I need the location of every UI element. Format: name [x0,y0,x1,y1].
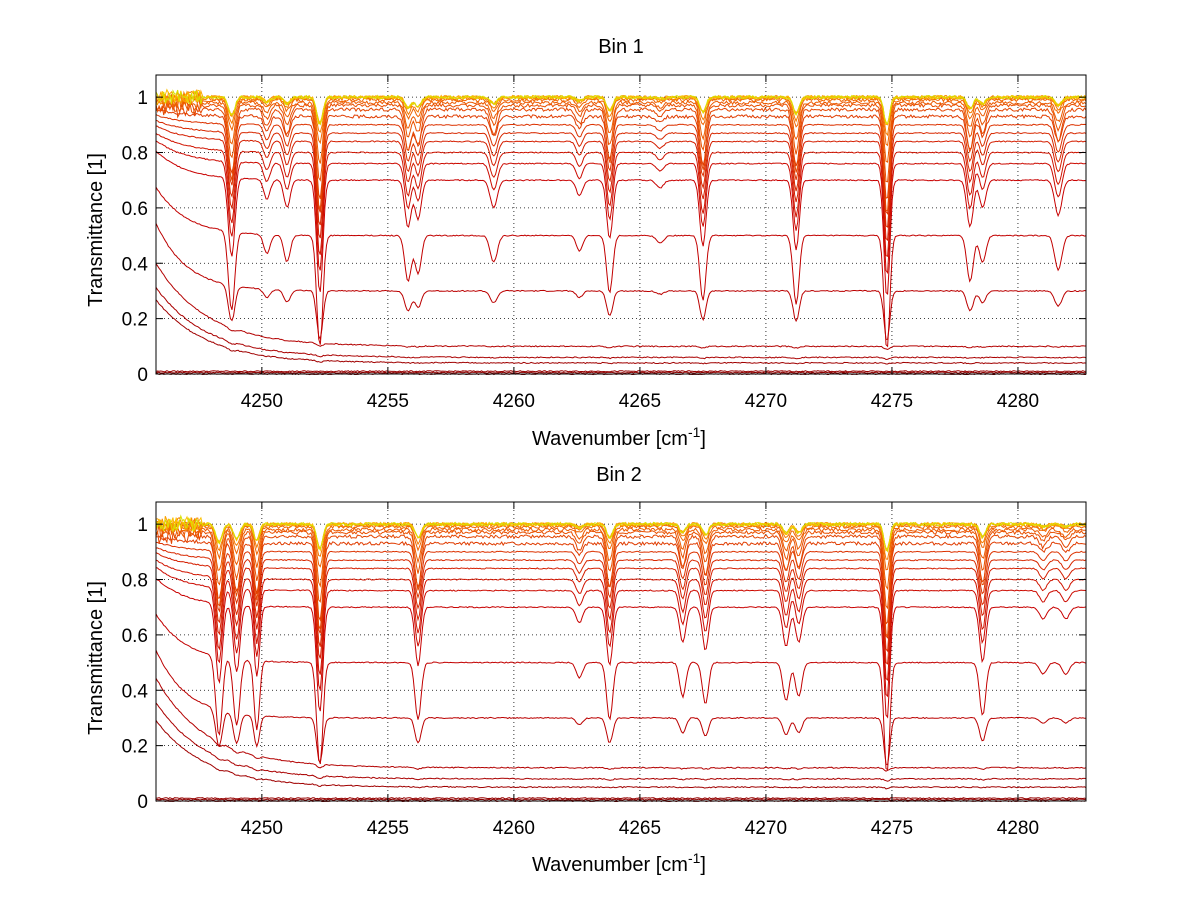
series-group [155,88,1087,376]
series-line [155,371,1087,374]
y-axis-label: Transmittance [1] [85,581,107,735]
x-tick-label: 4250 [241,818,283,839]
series-line [155,541,1087,639]
panel-bin-2: Bin 2 4250 4255 4260 4265 4270 4275 4280 0 0.2 0.… [85,464,1087,876]
y-tick-label: 0 [137,365,148,386]
series-line [155,287,1087,361]
y-tick-label: 0.2 [122,310,148,331]
y-tick-label: 1 [137,88,148,109]
x-axis-label-main: Wavenumber [cm [532,854,688,876]
series-line [155,89,1087,125]
chart-title: Bin 1 [598,36,644,58]
y-tick-label: 0.8 [122,571,148,592]
x-axis-label-sup: -1 [688,850,701,866]
chart-title: Bin 2 [596,464,642,486]
x-axis-label-sup: -1 [688,424,701,440]
x-axis-label-end: ] [700,428,706,450]
series-line [155,150,1087,295]
x-tick-label: 4265 [619,818,661,839]
x-tick-label: 4275 [871,818,913,839]
y-tick-label: 0.2 [122,737,148,758]
series-line [155,119,1087,229]
y-tick-label: 1 [137,515,148,536]
x-tick-label: 4280 [997,391,1039,412]
y-tick-label: 0 [137,792,148,813]
series-line [155,613,1087,771]
x-tick-label: 4280 [997,818,1039,839]
series-line [155,186,1087,348]
series-line [155,578,1087,719]
series-line [155,108,1087,199]
series-line [155,125,1087,242]
series-line [155,101,1087,212]
series-line [155,370,1087,373]
ticks: 4250 4255 4260 4265 4270 4275 4280 0 0.2 0.4 0.6 0.… [122,75,1086,412]
y-axis-label: Transmittance [1] [85,153,107,307]
series-line [155,133,1086,258]
series-line [155,299,1087,365]
y-tick-label: 0.6 [122,626,148,647]
y-tick-label: 0.8 [122,144,148,165]
series-line [155,97,1087,183]
series-line [155,567,1087,698]
x-axis-label-end: ] [700,854,706,876]
x-axis-label: Wavenumber [cm-1] [532,424,706,450]
x-tick-label: 4255 [367,818,409,839]
x-tick-label: 4270 [745,391,787,412]
series-line [155,514,1087,553]
x-tick-label: 4250 [241,391,283,412]
series-group [155,514,1087,803]
series-line [155,702,1087,782]
series-line [155,263,1086,351]
x-tick-label: 4260 [493,818,535,839]
y-tick-label: 0.4 [122,681,149,702]
axes-box [155,501,1087,802]
y-tick-label: 0.4 [122,254,149,275]
series-line [155,559,1087,681]
series-line [155,140,1087,275]
x-tick-label: 4270 [745,818,787,839]
x-tick-label: 4265 [619,391,661,412]
series-line [155,720,1087,790]
series-line [155,535,1087,625]
series-line [156,797,1087,800]
x-tick-label: 4255 [367,391,409,412]
series-line [155,649,1087,766]
panel-bin-1: Bin 1 4250 4255 4260 4265 4270 4275 4280 0 0.2 0.… [85,36,1087,450]
x-axis-label-main: Wavenumber [cm [532,428,688,450]
x-axis-label: Wavenumber [cm-1] [532,850,706,876]
series-line [155,223,1087,341]
series-line [155,677,1087,772]
series-line [155,91,1087,147]
axes-box [155,74,1087,375]
y-tick-label: 0.6 [122,199,148,220]
series-line [155,521,1086,591]
series-line [155,552,1087,665]
x-tick-label: 4260 [493,391,535,412]
x-tick-label: 4275 [871,391,913,412]
series-line [155,524,1087,610]
series-line [155,547,1087,653]
ticks: 4250 4255 4260 4265 4270 4275 4280 0 0.2 0.4 0.6 0.… [122,502,1086,839]
series-line [155,114,1087,216]
series-line [155,530,1087,638]
